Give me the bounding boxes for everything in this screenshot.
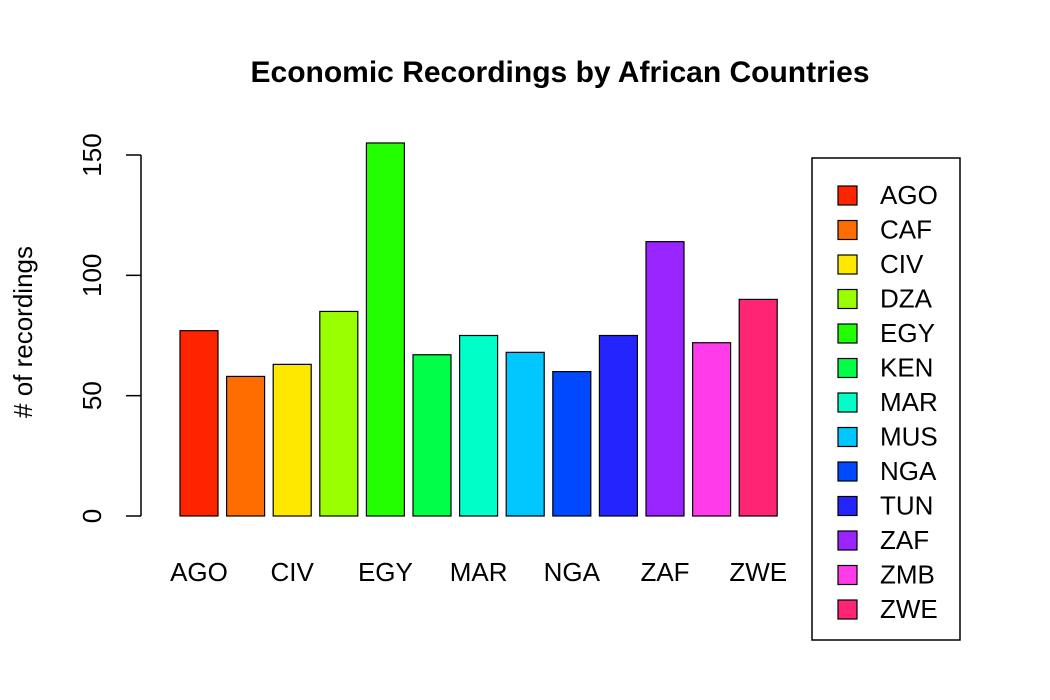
- bar-zwe: [738, 298, 778, 517]
- x-tick-label: EGY: [358, 557, 413, 587]
- y-tick-label: 100: [77, 254, 107, 297]
- legend-label: TUN: [880, 491, 933, 521]
- legend-swatch: [837, 564, 858, 586]
- x-tick-label: MAR: [450, 557, 508, 587]
- legend-swatch: [837, 323, 858, 344]
- legend-label: ZMB: [880, 560, 935, 590]
- legend-swatch: [837, 357, 858, 379]
- legend-swatch: [837, 461, 858, 482]
- legend-swatch: [837, 426, 858, 448]
- bar-ken: [412, 354, 452, 517]
- chart-title: Economic Recordings by African Countries: [251, 56, 870, 89]
- x-tick-label: NGA: [544, 557, 601, 587]
- y-tick-label: 50: [77, 381, 107, 410]
- legend-swatch: [837, 392, 858, 413]
- legend-box: [811, 157, 961, 641]
- bar-caf: [226, 375, 266, 517]
- legend-swatch: [837, 219, 858, 241]
- bar-nga: [552, 371, 592, 517]
- x-tick-label: AGO: [170, 557, 228, 587]
- bar-egy: [365, 142, 405, 517]
- legend-label: MUS: [880, 422, 938, 452]
- legend-swatch: [837, 530, 858, 551]
- bar-dza: [319, 310, 359, 517]
- x-axis-labels: AGO CIV EGY MAR NGA ZAF ZWE: [170, 557, 787, 587]
- bar-ago: [179, 330, 219, 517]
- legend-label: MAR: [880, 387, 938, 417]
- legend-swatch: [837, 288, 858, 310]
- y-tick-label: 0: [77, 509, 107, 523]
- legend-label: EGY: [880, 318, 935, 348]
- legend-label: ZAF: [880, 525, 929, 555]
- legend-label: NGA: [880, 456, 937, 486]
- y-axis: 0 50 100 150: [77, 133, 142, 523]
- legend-swatch: [837, 495, 858, 517]
- legend-swatch: [837, 185, 858, 206]
- legend-label: CAF: [880, 215, 932, 245]
- bars-group: [179, 142, 778, 517]
- x-tick-label: ZAF: [640, 557, 689, 587]
- y-tick-label: 150: [77, 133, 107, 176]
- legend-label: ZWE: [880, 594, 938, 624]
- bar-tun: [598, 334, 639, 517]
- legend-label: DZA: [880, 284, 933, 314]
- bar-mus: [505, 351, 545, 517]
- legend-label: AGO: [880, 180, 938, 210]
- bar-civ: [272, 363, 312, 517]
- bar-mar: [459, 334, 499, 517]
- legend-swatch: [837, 254, 858, 275]
- legend-label: KEN: [880, 353, 933, 383]
- y-axis-label: # of recordings: [8, 246, 38, 418]
- legend-swatch: [837, 599, 858, 620]
- x-tick-label: ZWE: [729, 557, 787, 587]
- legend-label: CIV: [880, 249, 924, 279]
- bar-zmb: [691, 342, 732, 517]
- bar-zaf: [645, 241, 685, 517]
- legend: AGO CAF CIV DZA EGY KEN MAR MUS NGA TUN ZAF ZMB ZWE: [811, 157, 961, 641]
- x-tick-label: CIV: [271, 557, 315, 587]
